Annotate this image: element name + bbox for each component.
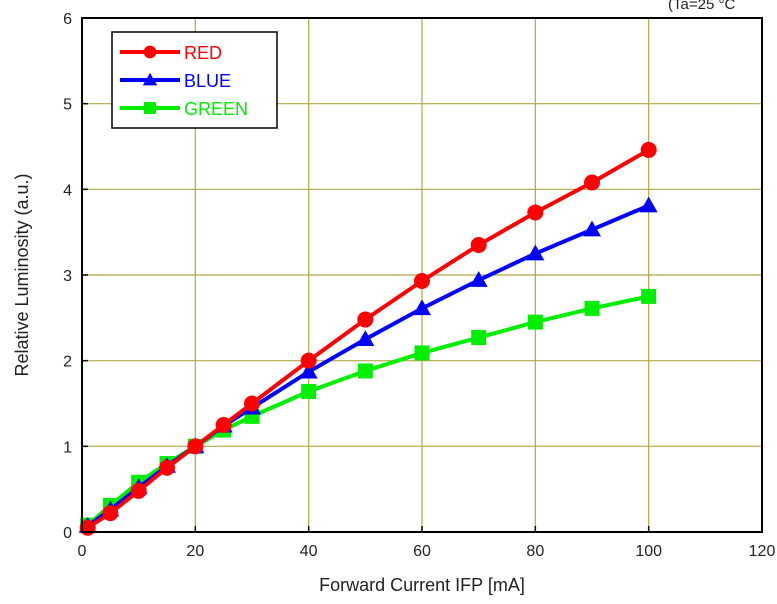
data-point-red [640, 141, 657, 158]
data-point-red [244, 395, 260, 412]
data-point-red [187, 438, 204, 455]
data-point-red [300, 352, 317, 369]
temperature-note: (Ta=25 °C [668, 0, 735, 13]
x-tick-label: 20 [186, 543, 204, 560]
y-tick-label: 1 [63, 439, 72, 456]
data-point-red [130, 482, 147, 499]
y-axis-ticks: 0 1 2 3 4 5 6 [63, 11, 88, 542]
data-point-blue [299, 362, 318, 379]
x-tick-label: 80 [526, 543, 544, 560]
data-point-blue [413, 299, 431, 316]
legend-item-red: RED [120, 43, 222, 63]
data-point-green [301, 384, 317, 400]
x-tick-label: 0 [78, 543, 87, 560]
data-point-green [357, 363, 373, 379]
data-point-red [159, 459, 175, 476]
x-axis-label: Forward Current IFP [mA] [319, 575, 525, 595]
legend: RED BLUE GREEN [111, 31, 278, 129]
data-point-green [584, 300, 600, 316]
legend-item-green: GREEN [120, 99, 248, 119]
series-line-blue [86, 203, 650, 528]
data-point-green [471, 330, 487, 346]
data-point-blue [469, 271, 488, 287]
data-point-green [414, 345, 430, 361]
y-tick-label: 6 [63, 11, 72, 28]
x-axis-ticks: 0 20 40 60 80 100 120 [78, 526, 776, 560]
data-point-green [641, 288, 657, 304]
data-point-green [527, 314, 543, 330]
data-point-blue [639, 196, 658, 213]
legend-box [111, 31, 278, 129]
legend-marker-green [144, 102, 156, 114]
series-line-green [86, 294, 650, 527]
y-tick-label: 0 [63, 525, 72, 542]
legend-marker-red [143, 45, 157, 59]
data-point-red [215, 416, 232, 433]
series-red [79, 141, 657, 536]
data-point-red [527, 204, 544, 221]
x-tick-label: 120 [749, 543, 776, 560]
data-point-red [102, 505, 119, 522]
data-point-blue [526, 244, 545, 261]
data-point-blue [583, 220, 601, 237]
legend-label-red: RED [184, 43, 222, 63]
legend-item-blue: BLUE [120, 71, 231, 91]
legend-label-green: GREEN [184, 99, 248, 119]
series-layer [78, 141, 658, 536]
data-point-red [470, 237, 487, 254]
y-tick-label: 5 [63, 97, 72, 114]
data-point-red [584, 174, 600, 191]
y-tick-label: 3 [63, 268, 72, 285]
data-point-red [357, 311, 374, 328]
y-tick-label: 2 [63, 354, 72, 371]
data-point-blue [356, 330, 375, 346]
y-axis-label: Relative Luminosity (a.u.) [12, 173, 32, 376]
x-tick-label: 60 [413, 543, 431, 560]
y-tick-label: 4 [63, 182, 72, 199]
x-tick-label: 40 [300, 543, 318, 560]
data-point-red [414, 272, 430, 289]
legend-marker-blue [142, 72, 158, 86]
legend-label-blue: BLUE [184, 71, 231, 91]
x-tick-label: 100 [635, 543, 662, 560]
